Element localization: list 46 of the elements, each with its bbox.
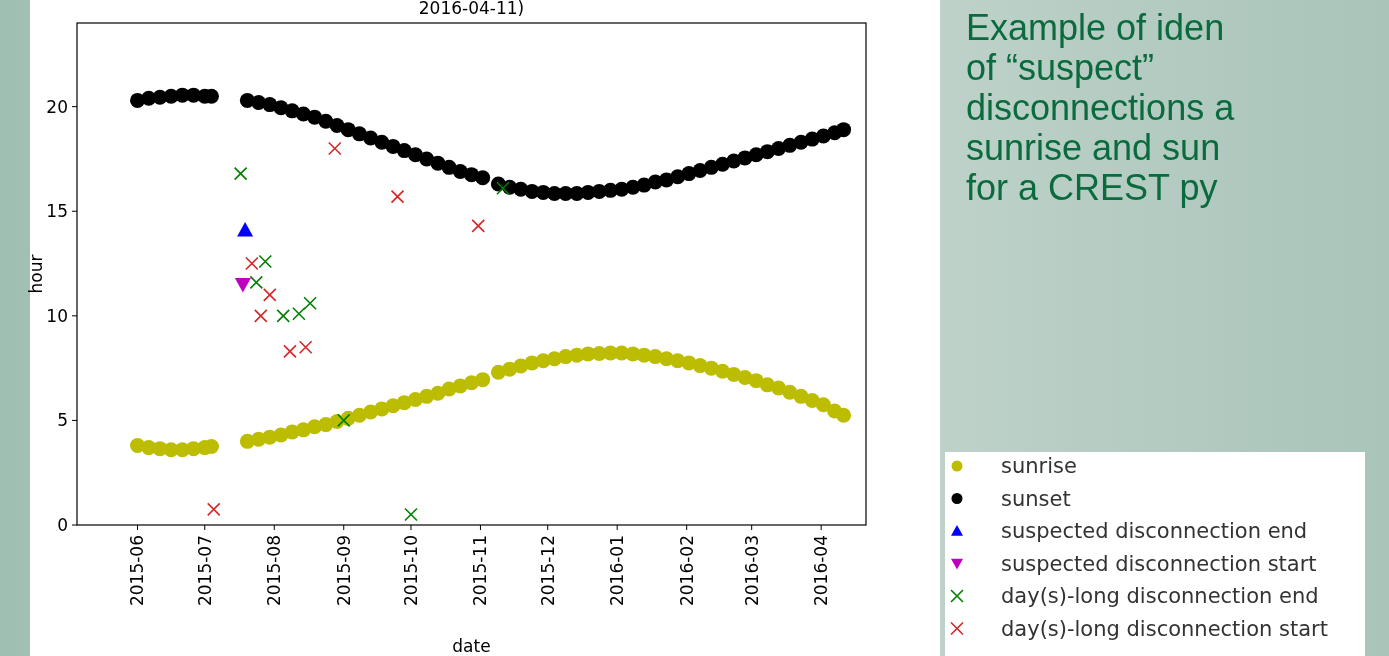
point — [298, 340, 313, 355]
point — [336, 413, 351, 428]
legend-label: sunset — [1001, 486, 1071, 511]
point — [237, 222, 254, 237]
x-tick-label: 2015-10 — [400, 535, 421, 607]
point — [234, 278, 251, 293]
point — [276, 309, 291, 323]
y-tick-label: 15 — [46, 201, 68, 222]
legend-label: sunrise — [1001, 454, 1077, 479]
y-tick-label: 10 — [46, 305, 68, 326]
y-tick-label: 0 — [57, 514, 68, 535]
x-tick-label: 2015-08 — [264, 535, 285, 607]
point — [292, 306, 306, 321]
point — [404, 507, 418, 522]
legend-label: day(s)-long disconnection start — [1001, 616, 1328, 641]
point — [206, 502, 221, 517]
point — [390, 189, 405, 204]
point — [262, 288, 277, 302]
point — [233, 166, 248, 181]
point — [283, 344, 297, 359]
point — [327, 141, 342, 156]
x-tick-label: 2015-06 — [127, 535, 148, 607]
y-axis-title: hour — [26, 254, 46, 294]
text: Example of iden of “suspect” disconnections a sunrise and sun for a CREST py — [966, 7, 1236, 208]
x-tick-label: 2016-02 — [676, 535, 697, 607]
point — [249, 275, 264, 290]
x-tick-label: 2016-03 — [741, 535, 762, 607]
legend-label: suspected disconnection end — [1001, 519, 1308, 544]
y-tick-label: 5 — [57, 410, 68, 431]
x-tick-label: 2016-04 — [811, 535, 832, 607]
point — [254, 309, 268, 323]
x-tick-label: 2016-01 — [607, 535, 628, 607]
point — [258, 254, 273, 269]
point — [303, 296, 317, 311]
x-tick-label: 2015-11 — [470, 535, 491, 607]
legend-label: day(s)-long disconnection end — [1001, 584, 1319, 609]
point — [471, 219, 486, 233]
x-axis-title: date — [452, 636, 491, 656]
chart-title: 2016-04-11) — [418, 0, 525, 18]
point — [496, 181, 510, 196]
x-tick-label: 2015-09 — [333, 535, 354, 607]
x-tick-label: 2015-12 — [537, 535, 558, 607]
point — [245, 256, 259, 271]
y-tick-label: 20 — [46, 96, 68, 117]
x-tick-label: 2015-07 — [194, 535, 215, 607]
legend-label: suspected disconnection start — [1001, 551, 1317, 576]
